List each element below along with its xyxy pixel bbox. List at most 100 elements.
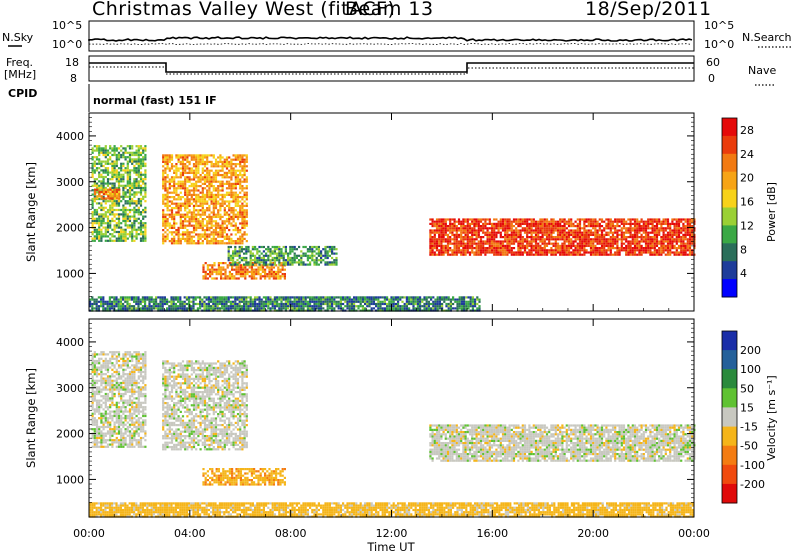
echo-cell [666, 244, 670, 247]
echo-cell [249, 302, 252, 306]
echo-cell [600, 225, 604, 228]
echo-cell [675, 222, 678, 225]
echo-cell [625, 253, 628, 256]
echo-cell [541, 231, 544, 234]
echo-cell [671, 242, 674, 245]
echo-cell [219, 213, 222, 216]
echo-cell [228, 204, 231, 207]
echo-cell [203, 154, 207, 157]
echo-cell [122, 217, 125, 220]
echo-cell [572, 231, 575, 234]
echo-cell [195, 222, 198, 225]
echo-cell [433, 222, 436, 225]
echo-cell [662, 229, 665, 232]
echo-cell [137, 182, 140, 185]
echo-cell [104, 213, 107, 216]
echo-cell [111, 302, 114, 306]
echo-cell [234, 229, 237, 232]
echo-cell [537, 222, 540, 225]
echo-cell [581, 236, 584, 239]
echo-cell [600, 231, 604, 234]
echo-cell [238, 305, 241, 308]
echo-cell [217, 231, 220, 234]
echo-cell [116, 195, 119, 198]
echo-cell [466, 240, 469, 243]
echo-cell [166, 222, 169, 225]
echo-cell [126, 156, 129, 159]
echo-cell [616, 225, 619, 228]
echo-cell [449, 218, 452, 221]
echo-cell [208, 174, 211, 177]
echo-cell [543, 227, 546, 230]
echo-cell [666, 247, 670, 250]
echo-cell [195, 187, 198, 190]
echo-cell [95, 186, 99, 190]
echo-cell [102, 235, 105, 238]
echo-cell [135, 237, 138, 240]
echo-cell [118, 193, 121, 196]
echo-cell [230, 200, 233, 203]
echo-cell [241, 154, 244, 157]
echo-cell [219, 204, 222, 207]
echo-cell [669, 222, 672, 225]
echo-cell [429, 222, 432, 225]
echo-cell [243, 296, 246, 299]
echo-cell [245, 156, 248, 159]
echo-cell [609, 240, 612, 243]
echo-cell [243, 160, 246, 163]
echo-cell [585, 251, 588, 254]
echo-cell [217, 187, 220, 190]
echo-cell [556, 242, 560, 245]
echo-cell [658, 218, 661, 221]
echo-cell [501, 249, 505, 252]
echo-cell [521, 253, 524, 256]
echo-cell [225, 171, 229, 174]
echo-cell [230, 233, 233, 236]
echo-cell [214, 302, 217, 306]
echo-cell [521, 227, 524, 230]
echo-cell [170, 302, 173, 306]
echo-cell [201, 302, 204, 306]
echo-cell [554, 229, 557, 232]
echo-cell [633, 244, 637, 247]
echo-cell [576, 218, 579, 221]
echo-cell [576, 236, 579, 239]
echo-cell [111, 193, 114, 196]
echo-cell [213, 264, 216, 267]
echo-cell [177, 193, 180, 196]
echo-cell [477, 227, 480, 230]
echo-cell [497, 242, 500, 245]
echo-cell [109, 162, 112, 165]
echo-cell [199, 191, 202, 194]
echo-cell [309, 261, 312, 264]
echo-cell [208, 226, 211, 229]
echo-cell [526, 220, 529, 223]
echo-cell [234, 302, 237, 306]
echo-cell [671, 231, 674, 234]
echo-cell [221, 204, 224, 207]
echo-cell [596, 222, 599, 225]
echo-cell [172, 305, 175, 308]
echo-cell [221, 182, 224, 185]
echo-cell [232, 254, 235, 257]
echo-cell [206, 226, 209, 229]
echo-cell [166, 213, 169, 216]
echo-cell [232, 167, 235, 170]
echo-cell [479, 218, 483, 221]
echo-cell [166, 218, 169, 221]
echo-cell [133, 164, 136, 168]
echo-cell [504, 244, 507, 247]
echo-cell [223, 176, 226, 179]
echo-cell [313, 263, 316, 266]
echo-cell [91, 162, 94, 165]
echo-cell [473, 227, 476, 230]
echo-cell [219, 242, 222, 245]
echo-cell [126, 296, 129, 299]
echo-cell [111, 213, 114, 216]
echo-cell [647, 227, 650, 230]
echo-cell [680, 231, 683, 234]
echo-cell [512, 220, 516, 223]
echo-cell [184, 231, 187, 234]
echo-cell [515, 222, 518, 225]
echo-cell [353, 300, 356, 303]
